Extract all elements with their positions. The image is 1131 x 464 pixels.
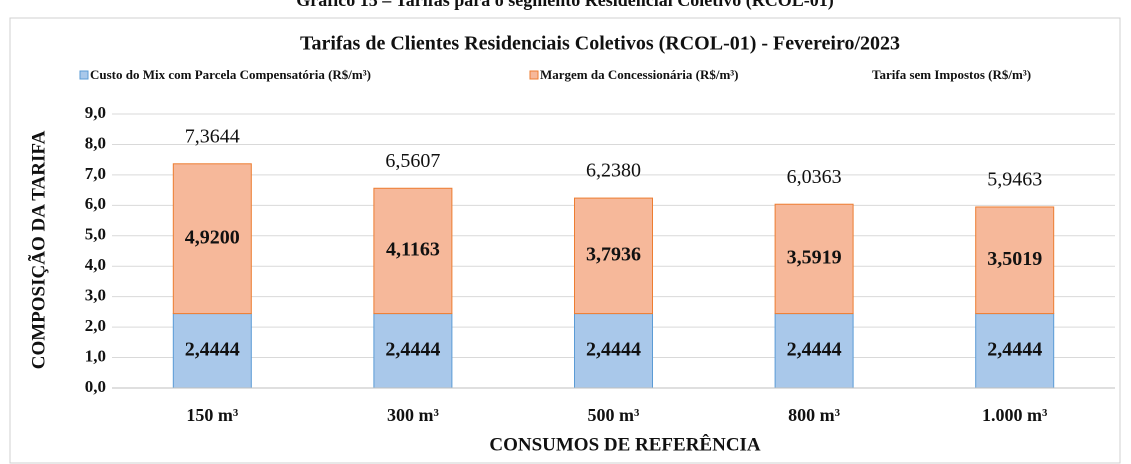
- caption: Gráfico 15 – Tarifas para o segmento Res…: [296, 0, 833, 11]
- y-tick-label: 4,0: [85, 255, 106, 274]
- legend-label: Tarifa sem Impostos (R$/m³): [872, 67, 1031, 82]
- bar-segment: [774, 203, 854, 315]
- x-tick-label: 150 m³: [186, 405, 238, 425]
- data-label: 4,1163: [386, 239, 440, 261]
- x-tick-label: 500 m³: [588, 405, 640, 425]
- bar-segment: [172, 313, 252, 389]
- data-label: 2,4444: [586, 338, 641, 360]
- y-tick-label: 7,0: [85, 164, 106, 183]
- y-tick-label: 2,0: [85, 316, 106, 335]
- bar-segment: [774, 313, 854, 389]
- y-tick-label: 6,0: [85, 194, 106, 213]
- bar-segment: [373, 187, 453, 315]
- y-tick-label: 8,0: [85, 133, 106, 152]
- total-label: 5,9463: [987, 169, 1042, 191]
- legend-label: Custo do Mix com Parcela Compensatória (…: [90, 67, 371, 82]
- total-label: 6,2380: [586, 160, 641, 182]
- data-label: 2,4444: [787, 338, 842, 360]
- data-label: 3,5019: [987, 248, 1042, 270]
- chart-title: Tarifas de Clientes Residenciais Coletiv…: [300, 33, 900, 55]
- data-label: 3,5919: [787, 246, 842, 268]
- y-axis-title: COMPOSIÇÃO DA TARIFA: [27, 130, 49, 369]
- bar-segment: [172, 163, 252, 315]
- x-tick-label: 800 m³: [788, 405, 840, 425]
- x-axis-title: CONSUMOS DE REFERÊNCIA: [489, 433, 761, 455]
- y-tick-label: 9,0: [85, 103, 106, 122]
- x-tick-label: 300 m³: [387, 405, 439, 425]
- legend-swatch: [79, 70, 89, 80]
- data-label: 2,4444: [385, 338, 440, 360]
- legend-label: Margem da Concessionária (R$/m³): [540, 67, 739, 82]
- data-label: 2,4444: [185, 338, 240, 360]
- y-tick-label: 3,0: [85, 286, 106, 305]
- total-label: 7,3644: [185, 125, 240, 147]
- bar-segment: [574, 197, 653, 315]
- y-tick-label: 0,0: [85, 377, 106, 396]
- total-label: 6,5607: [385, 150, 440, 172]
- total-label: 6,0363: [787, 166, 842, 188]
- legend-swatch: [529, 70, 539, 80]
- data-label: 3,7936: [586, 243, 641, 265]
- data-label: 4,9200: [185, 226, 240, 248]
- y-tick-label: 5,0: [85, 225, 106, 244]
- bar-segment: [975, 313, 1055, 389]
- bar-segment: [373, 313, 453, 389]
- bar-segment: [975, 206, 1055, 315]
- bar-segment: [574, 313, 653, 389]
- y-tick-label: 1,0: [85, 346, 106, 365]
- x-tick-label: 1.000 m³: [982, 405, 1048, 425]
- data-label: 2,4444: [987, 338, 1042, 360]
